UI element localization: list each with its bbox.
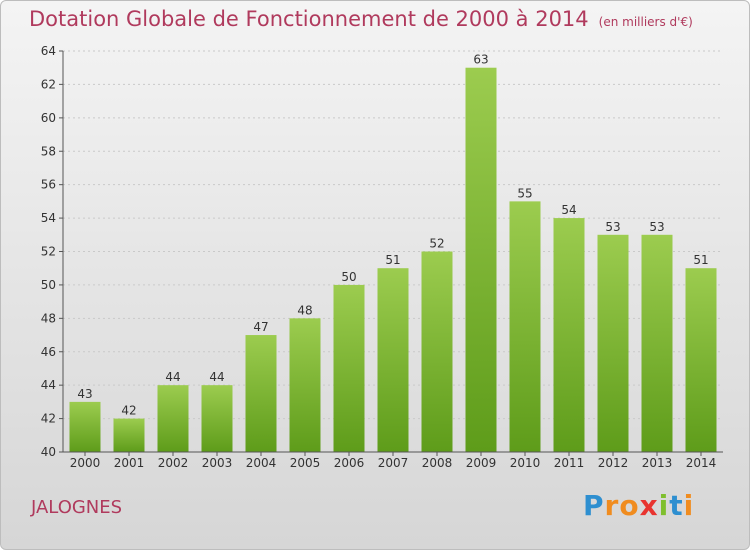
axes: 40 42 44 46 48 50 52 54 56 58 60 62 64 2000 2001 2002 20… <box>41 44 723 470</box>
x-tick-label: 2009 <box>466 456 497 470</box>
y-tick-label: 44 <box>41 378 56 392</box>
bar <box>685 268 717 452</box>
x-tick-label: 2003 <box>202 456 233 470</box>
x-tick-label: 2008 <box>422 456 453 470</box>
data-label: 42 <box>121 404 136 418</box>
commune-name: JALOGNES <box>31 497 123 518</box>
data-label: 44 <box>209 370 224 384</box>
bar <box>421 251 453 452</box>
data-label: 44 <box>165 370 180 384</box>
chart-title: Dotation Globale de Fonctionnement de 20… <box>29 7 693 31</box>
logo-letter: P <box>583 489 605 522</box>
data-label: 53 <box>649 220 664 234</box>
data-label: 55 <box>517 186 532 200</box>
chart-title-text: Dotation Globale de Fonctionnement de 20… <box>29 7 589 31</box>
data-label: 51 <box>693 253 708 267</box>
logo-letter: x <box>639 489 659 522</box>
x-tick-label: 2005 <box>290 456 321 470</box>
data-label: 54 <box>561 203 576 217</box>
y-tick-label: 64 <box>41 44 56 58</box>
chart-subtitle: (en milliers d'€) <box>598 15 693 29</box>
logo-letter: o <box>619 489 640 522</box>
y-tick-label: 48 <box>41 311 56 325</box>
data-label: 52 <box>429 237 444 251</box>
logo-letter: t <box>669 489 684 522</box>
bar <box>157 385 189 452</box>
logo-letter: r <box>604 489 620 522</box>
x-tick-label: 2002 <box>158 456 189 470</box>
x-tick-label: 2010 <box>510 456 541 470</box>
data-label: 43 <box>77 387 92 401</box>
y-tick-label: 42 <box>41 412 56 426</box>
x-tick-label: 2014 <box>686 456 717 470</box>
bars: 43 42 44 44 47 48 50 51 52 63 55 54 53 53 51 <box>69 53 717 452</box>
data-label: 63 <box>473 53 488 67</box>
x-tick-label: 2006 <box>334 456 365 470</box>
bar <box>333 284 365 452</box>
y-tick-label: 54 <box>41 211 56 225</box>
proxiti-logo: Proxiti <box>583 489 694 522</box>
bar <box>465 67 497 452</box>
bar <box>641 234 673 452</box>
data-label: 47 <box>253 320 268 334</box>
x-tick-label: 2004 <box>246 456 277 470</box>
y-tick-label: 52 <box>41 245 56 259</box>
y-tick-label: 62 <box>41 77 56 91</box>
bar <box>245 335 277 452</box>
data-label: 51 <box>385 253 400 267</box>
data-label: 48 <box>297 303 312 317</box>
data-label: 53 <box>605 220 620 234</box>
bar <box>377 268 409 452</box>
x-tick-label: 2013 <box>642 456 673 470</box>
y-tick-label: 56 <box>41 178 56 192</box>
y-tick-label: 60 <box>41 111 56 125</box>
bar <box>201 385 233 452</box>
y-tick-label: 46 <box>41 345 56 359</box>
bar <box>113 418 145 452</box>
x-tick-label: 2000 <box>70 456 101 470</box>
x-tick-label: 2007 <box>378 456 409 470</box>
bar <box>597 234 629 452</box>
y-tick-label: 40 <box>41 445 56 459</box>
x-tick-label: 2001 <box>114 456 145 470</box>
data-label: 50 <box>341 270 356 284</box>
bar <box>553 218 585 452</box>
y-tick-label: 58 <box>41 144 56 158</box>
bar <box>289 318 321 452</box>
x-tick-label: 2012 <box>598 456 629 470</box>
bar <box>509 201 541 452</box>
y-tick-label: 50 <box>41 278 56 292</box>
bar <box>69 401 101 452</box>
logo-letter: i <box>658 489 670 522</box>
logo-letter: i <box>683 489 695 522</box>
x-tick-label: 2011 <box>554 456 585 470</box>
